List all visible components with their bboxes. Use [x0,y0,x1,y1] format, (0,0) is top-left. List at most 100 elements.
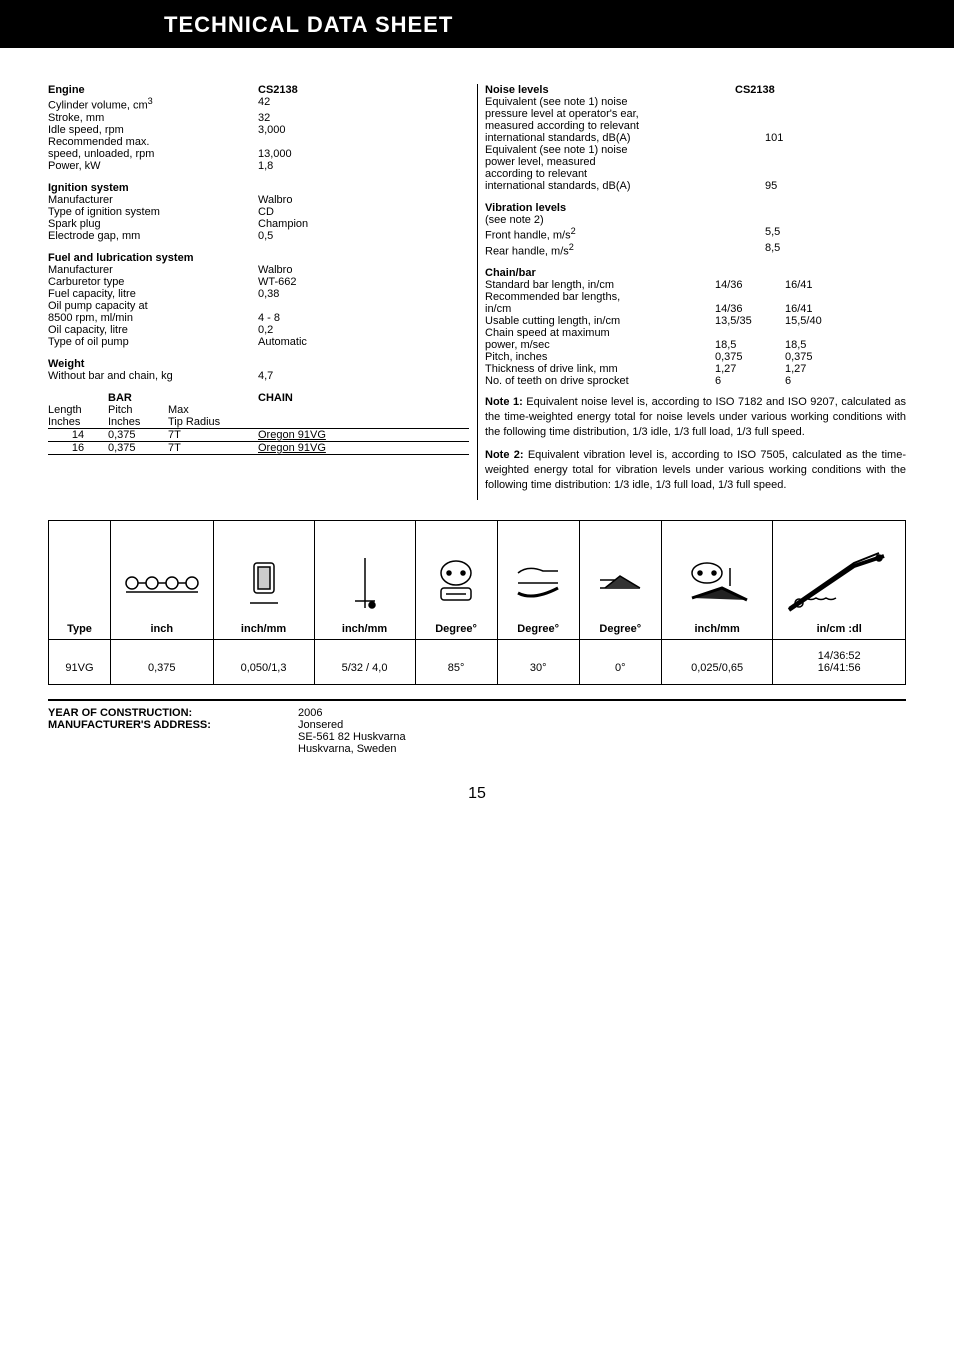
vibration-note-ref: (see note 2) [485,214,906,226]
weight-heading: Weight [48,358,469,370]
chainbar-label: Recommended bar lengths, [485,291,715,303]
bar-chain-block: BAR CHAIN Length Pitch Max Inches Inches… [48,392,469,455]
noise-block1-line: pressure level at operator's ear, [485,108,906,120]
chainbar-v2: 16/41 [785,279,855,291]
fuel-row-label: 8500 rpm, ml/min [48,312,258,324]
angle-file-icon [586,543,655,623]
fuel-row-val: Walbro [258,264,348,276]
bc-cell: 16 [48,442,108,454]
bar-length-icon [779,543,899,623]
bc-col-length: Length [48,404,108,416]
bc-cell: 14 [48,429,108,441]
spec-head-degree3: Degree° [586,623,655,635]
addr-label: MANUFACTURER'S ADDRESS: [48,719,298,731]
spec-row: 91VG 0,375 0,050/1,3 5/32 / 4,0 85° 30° … [49,640,906,685]
spec-head-inchmm3: inch/mm [668,623,767,635]
chainbar-v2 [785,327,855,339]
depth-gauge-icon [668,543,767,623]
fuel-row-label: Oil pump capacity at [48,300,258,312]
ignition-row-val: CD [258,206,348,218]
ignition-heading: Ignition system [48,182,469,194]
chain-link-icon [117,543,207,623]
fuel-row-val: 0,2 [258,324,348,336]
bc-cell: Oregon 91VG [258,429,378,441]
noise-block2-line: according to relevant [485,168,906,180]
chainbar-v1 [715,327,785,339]
chainbar-label: Pitch, inches [485,351,715,363]
bc-cell: 7T [168,429,258,441]
noise-block2-line: Equivalent (see note 1) noise [485,144,906,156]
engine-row-val: 32 [258,112,348,124]
fuel-row-label: Manufacturer [48,264,258,276]
spec-head-type: Type [55,623,104,635]
spec-head-degree2: Degree° [504,623,573,635]
chainbar-heading: Chain/bar [485,267,906,279]
vibration-row-label: Front handle, m/s2 [485,226,765,242]
file-diameter-icon [321,543,409,623]
chainbar-v1: 6 [715,375,785,387]
fuel-row-val: WT-662 [258,276,348,288]
spec-head-inchmm2: inch/mm [321,623,409,635]
chainbar-v2: 6 [785,375,855,387]
spec-cell: 0,375 [111,640,214,685]
spec-cell: 5/32 / 4,0 [314,640,415,685]
fuel-heading: Fuel and lubrication system [48,252,469,264]
fuel-row-val: Automatic [258,336,348,348]
right-column: Noise levels CS2138 Equivalent (see note… [485,84,906,500]
vibration-row-val: 8,5 [765,242,780,258]
chainbar-label: No. of teeth on drive sprocket [485,375,715,387]
note2-text: Equivalent vibration level is, according… [485,449,906,491]
spec-head-incm: in/cm :dl [779,623,899,635]
chainbar-label: Usable cutting length, in/cm [485,315,715,327]
chainbar-v1: 13,5/35 [715,315,785,327]
engine-row-val: 42 [258,96,348,112]
chainbar-v2: 0,375 [785,351,855,363]
engine-row-val: 1,8 [258,160,348,172]
fuel-row-label: Carburetor type [48,276,258,288]
noise-block2-line: international standards, dB(A) [485,180,765,192]
noise-heading: Noise levels [485,84,695,96]
engine-row-label: Stroke, mm [48,112,258,124]
model-code-right: CS2138 [695,84,775,96]
spec-table: Type inch inch/mm in [48,520,906,685]
spec-head-inch: inch [117,623,207,635]
spec-cell: 85° [415,640,497,685]
weight-row-val: 4,7 [258,370,348,382]
ignition-row-label: Electrode gap, mm [48,230,258,242]
engine-row-val [258,136,348,148]
spec-cell: 14/36:52 16/41:56 [773,640,906,685]
chainbar-v1: 1,27 [715,363,785,375]
footer-block: YEAR OF CONSTRUCTION: MANUFACTURER'S ADD… [48,699,906,755]
spec-head-degree1: Degree° [422,623,491,635]
chainbar-v2: 1,27 [785,363,855,375]
weight-row-label: Without bar and chain, kg [48,370,258,382]
chainbar-v1 [715,291,785,303]
addr-line: Huskvarna, Sweden [298,743,406,755]
chainbar-v1: 14/36 [715,279,785,291]
engine-row-label: Cylinder volume, cm3 [48,96,258,112]
angle-side-icon [504,543,573,623]
ignition-row-label: Type of ignition system [48,206,258,218]
vibration-heading: Vibration levels [485,202,906,214]
page-number: 15 [48,785,906,803]
ignition-row-val: 0,5 [258,230,348,242]
bc-sub-inches2: Inches [108,416,168,428]
addr-line: Jonsered [298,719,406,731]
note1-text: Equivalent noise level is, according to … [485,396,906,438]
spec-cell: 30° [497,640,579,685]
spec-cell: 0,025/0,65 [661,640,773,685]
note1-label: Note 1: [485,396,523,408]
noise-block1-line: measured according to relevant [485,120,906,132]
bc-sub-inches: Inches [48,416,108,428]
spec-head-inchmm: inch/mm [220,623,308,635]
chainbar-v2: 18,5 [785,339,855,351]
notes-block: Note 1: Equivalent noise level is, accor… [485,395,906,492]
chainbar-v2 [785,291,855,303]
year-value: 2006 [298,707,406,719]
ignition-row-label: Spark plug [48,218,258,230]
bc-cell: 0,375 [108,429,168,441]
chainbar-label: in/cm [485,303,715,315]
spec-cell: 91VG [49,640,111,685]
chainbar-label: power, m/sec [485,339,715,351]
engine-heading: Engine [48,84,258,96]
